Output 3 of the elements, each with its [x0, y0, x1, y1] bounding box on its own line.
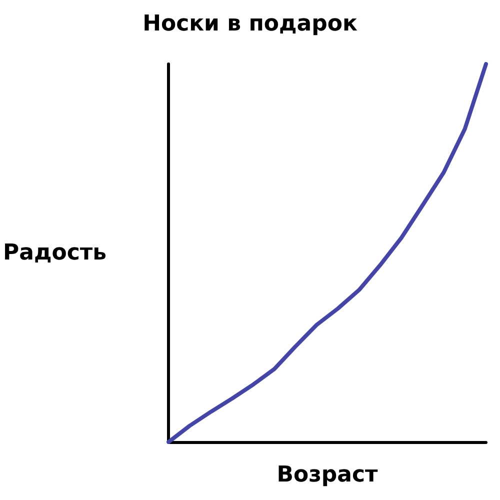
y-axis-title: Радость: [2, 240, 107, 266]
x-axis-title: Возраст: [276, 462, 378, 488]
chart-title: Носки в подарок: [142, 12, 358, 36]
